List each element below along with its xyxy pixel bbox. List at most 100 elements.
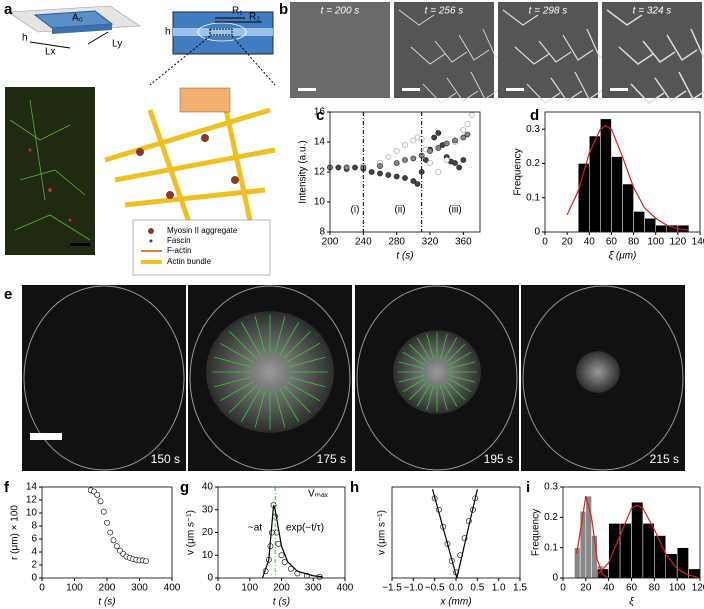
panel-label: a (4, 1, 13, 18)
micrograph (290, 2, 390, 98)
flow-vector (214, 376, 252, 388)
flow-vector (408, 343, 428, 363)
legend-label: Fascin (167, 236, 191, 245)
fit-line (456, 489, 478, 579)
time-label: 150 s (151, 452, 180, 466)
x-tick-label: 120 (692, 583, 704, 594)
data-point (414, 181, 421, 187)
network (206, 311, 334, 433)
schematic (5, 5, 276, 276)
flow-vector (448, 378, 472, 393)
chamber (356, 285, 518, 471)
flow-vector (448, 351, 472, 366)
fit-line (431, 489, 458, 579)
filament (606, 9, 643, 26)
data-point (427, 160, 433, 166)
data-point (456, 164, 463, 171)
x-tick-label: −1.0 (403, 583, 423, 594)
data-point (452, 160, 458, 166)
data-point (393, 160, 400, 166)
y-tick-label: 30 (202, 504, 214, 515)
micrograph (22, 285, 186, 471)
time-label: t = 200 s (321, 6, 360, 17)
annotation: Vₘₐₓ (308, 489, 329, 500)
data-point (443, 140, 450, 147)
data-point (368, 169, 375, 175)
histogram-bar (631, 501, 644, 579)
filament (654, 77, 687, 103)
x-tick-label: 0 (39, 583, 45, 594)
y-tick-label: 10 (202, 550, 214, 561)
flow-vector (283, 385, 312, 414)
filament (434, 40, 468, 63)
panel-label: e (4, 286, 12, 303)
filament (538, 40, 572, 63)
flow-vector (254, 316, 266, 354)
data-point (464, 121, 471, 127)
y-axis-label: Frequency (513, 148, 524, 195)
filament (630, 83, 665, 104)
micrograph (498, 2, 598, 98)
flow-vector (446, 381, 466, 401)
panel-label: d (530, 107, 539, 124)
data-point (377, 170, 383, 177)
filament (514, 46, 550, 65)
histogram-bar (622, 183, 634, 233)
time-label: 195 s (484, 452, 513, 466)
flow-vector (402, 351, 426, 366)
flow-vector (446, 343, 466, 363)
y-tick-label: 10 (314, 197, 326, 208)
x-tick-label: −1.5 (382, 583, 402, 594)
chamber (23, 285, 185, 471)
x-axis-label: t (s) (98, 597, 115, 608)
filament (446, 77, 479, 102)
data-point (460, 157, 467, 163)
x-tick-label: 240 (355, 237, 372, 248)
data-point (335, 164, 342, 171)
data-point (104, 519, 110, 526)
x-tick-label: 200 (322, 237, 339, 248)
data-point (143, 558, 149, 564)
data-point (113, 543, 120, 550)
schematic-label: R₁ (232, 6, 243, 17)
annotation: (ii) (394, 205, 405, 216)
y-tick-label: 0.1 (526, 192, 540, 203)
flow-vector (228, 330, 257, 359)
chamber (189, 285, 351, 471)
y-axis-label: Intensity (a.u.) (298, 140, 309, 203)
flow-vector (398, 361, 425, 369)
flow-vector (240, 388, 261, 423)
legend-label: Actin bundle (167, 257, 212, 266)
x-tick-label: 400 (164, 583, 181, 594)
flow-vector (443, 383, 458, 407)
panel-label: b (279, 1, 288, 18)
panel-label: f (4, 479, 10, 496)
schematic-label: Ly (112, 39, 122, 50)
filament (678, 71, 704, 101)
data-point (431, 134, 438, 141)
axes-frame (544, 111, 701, 233)
x-tick-label: 60 (606, 237, 618, 248)
flow-vector (274, 390, 286, 428)
flow-vector (214, 356, 252, 368)
data-point (275, 540, 282, 547)
y-tick-label: 8 (31, 521, 37, 532)
fit-line (261, 505, 323, 579)
flow-vector (408, 381, 428, 401)
flow-vector (398, 375, 425, 383)
data-point (352, 164, 358, 171)
x-tick-label: 20 (580, 583, 592, 594)
histogram-bar (579, 511, 587, 579)
y-axis-label: Frequency (531, 509, 542, 556)
data-point (464, 131, 471, 138)
y-tick-label: 0.3 (544, 482, 558, 493)
x-tick-label: 280 (388, 237, 405, 248)
y-tick-label: 0.3 (526, 124, 540, 135)
data-point (377, 163, 383, 169)
flow-vector (416, 337, 431, 361)
network (393, 330, 481, 414)
flow-vector (274, 316, 286, 354)
y-axis-label: v (μm s⁻¹) (186, 510, 197, 555)
filament (410, 46, 446, 65)
x-tick-label: 400 (337, 583, 354, 594)
